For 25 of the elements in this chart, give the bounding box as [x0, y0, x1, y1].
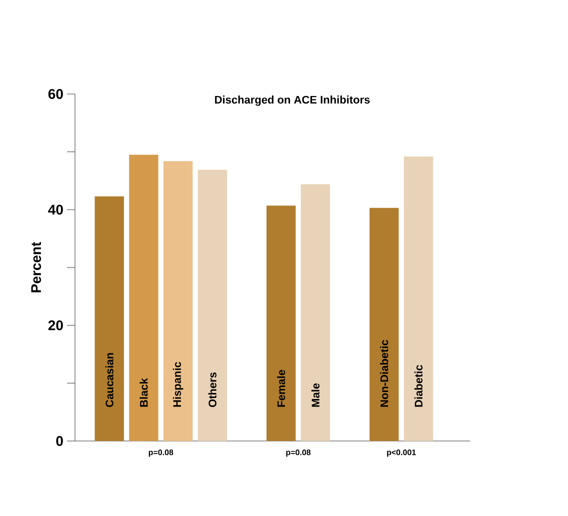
y-tick-label: 60 [48, 89, 63, 99]
bar [404, 156, 434, 441]
bar [370, 208, 399, 441]
x-tick-label: Diabetic [414, 364, 423, 407]
x-tick-label: Others [208, 372, 216, 407]
x-tick-label: Male [311, 383, 320, 407]
x-tick-label: Female [277, 370, 286, 407]
x-tick-label: Black [140, 378, 148, 407]
bar [129, 154, 158, 441]
y-tick-label: 0 [56, 436, 63, 446]
bar [163, 161, 193, 441]
x-tick-label: Non-Diabetic [380, 340, 388, 407]
x-tick-label: Hispanic [172, 362, 184, 407]
y-tick-label: 40 [48, 204, 63, 215]
bar [300, 184, 330, 441]
bar [198, 170, 227, 441]
bar [94, 196, 124, 441]
bar [266, 206, 296, 441]
x-tick-label: Caucasian [105, 353, 114, 407]
y-tick-label: 20 [48, 320, 63, 330]
text: p=0.08 [286, 450, 311, 457]
text: p=0.08 [148, 450, 174, 457]
text: p<0.001 [387, 450, 416, 457]
chart-title: Discharged on ACE Inhibitors [215, 96, 370, 106]
y-axis-title: Percent [31, 242, 42, 292]
